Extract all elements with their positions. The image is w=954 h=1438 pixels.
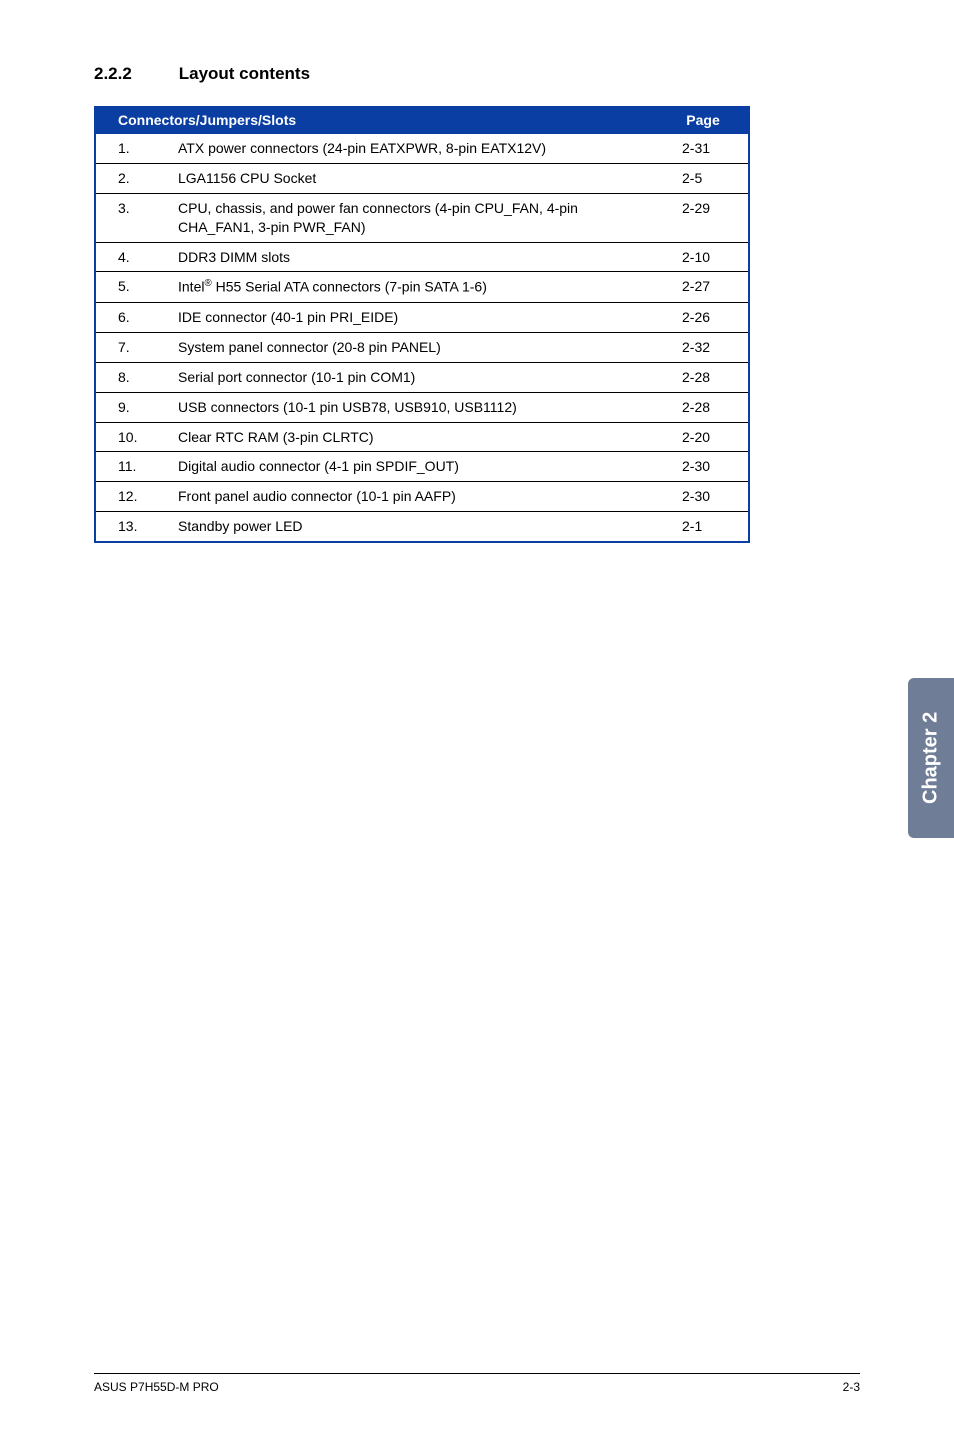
row-description: System panel connector (20-8 pin PANEL) [178,338,668,357]
row-page: 2-20 [668,428,738,447]
table-row: 6.IDE connector (40-1 pin PRI_EIDE)2-26 [96,303,748,333]
table-row: 10.Clear RTC RAM (3-pin CLRTC)2-20 [96,423,748,453]
section-number: 2.2.2 [94,64,174,84]
section-heading: 2.2.2 Layout contents [94,64,750,84]
row-page: 2-30 [668,487,738,506]
row-description: Front panel audio connector (10-1 pin AA… [178,487,668,506]
row-number: 8. [118,368,178,387]
table-row: 8.Serial port connector (10-1 pin COM1)2… [96,363,748,393]
table-row: 1.ATX power connectors (24-pin EATXPWR, … [96,134,748,164]
chapter-tab: Chapter 2 [908,678,954,838]
table-row: 2.LGA1156 CPU Socket2-5 [96,164,748,194]
row-description: ATX power connectors (24-pin EATXPWR, 8-… [178,139,668,158]
row-number: 10. [118,428,178,447]
row-number: 9. [118,398,178,417]
row-number: 12. [118,487,178,506]
section-title: Layout contents [179,64,310,83]
footer-product: ASUS P7H55D-M PRO [94,1380,219,1394]
row-page: 2-29 [668,199,738,218]
table-header: Connectors/Jumpers/Slots Page [96,106,748,134]
row-number: 6. [118,308,178,327]
row-description: Digital audio connector (4-1 pin SPDIF_O… [178,457,668,476]
row-description: Serial port connector (10-1 pin COM1) [178,368,668,387]
row-page: 2-1 [668,517,738,536]
row-description: CPU, chassis, and power fan connectors (… [178,199,668,237]
row-number: 2. [118,169,178,188]
table-row: 13.Standby power LED2-1 [96,512,748,541]
row-page: 2-31 [668,139,738,158]
layout-contents-table: Connectors/Jumpers/Slots Page 1.ATX powe… [94,106,750,543]
row-page: 2-32 [668,338,738,357]
page-footer: ASUS P7H55D-M PRO 2-3 [94,1373,860,1394]
row-page: 2-28 [668,368,738,387]
table-row: 7.System panel connector (20-8 pin PANEL… [96,333,748,363]
table-row: 11.Digital audio connector (4-1 pin SPDI… [96,452,748,482]
row-page: 2-30 [668,457,738,476]
row-description: Intel® H55 Serial ATA connectors (7-pin … [178,277,668,297]
row-page: 2-28 [668,398,738,417]
table-header-left: Connectors/Jumpers/Slots [118,112,668,128]
row-description: Clear RTC RAM (3-pin CLRTC) [178,428,668,447]
row-page: 2-27 [668,277,738,296]
table-header-right: Page [668,112,738,128]
row-number: 7. [118,338,178,357]
row-number: 5. [118,277,178,296]
table-row: 3.CPU, chassis, and power fan connectors… [96,194,748,243]
row-description: LGA1156 CPU Socket [178,169,668,188]
table-row: 9.USB connectors (10-1 pin USB78, USB910… [96,393,748,423]
row-number: 3. [118,199,178,218]
row-page: 2-10 [668,248,738,267]
row-page: 2-26 [668,308,738,327]
row-description: DDR3 DIMM slots [178,248,668,267]
table-row: 12.Front panel audio connector (10-1 pin… [96,482,748,512]
table-row: 5.Intel® H55 Serial ATA connectors (7-pi… [96,272,748,303]
row-description: USB connectors (10-1 pin USB78, USB910, … [178,398,668,417]
row-number: 11. [118,457,178,476]
row-description: IDE connector (40-1 pin PRI_EIDE) [178,308,668,327]
row-page: 2-5 [668,169,738,188]
row-number: 13. [118,517,178,536]
row-number: 1. [118,139,178,158]
row-number: 4. [118,248,178,267]
table-row: 4.DDR3 DIMM slots2-10 [96,243,748,273]
row-description: Standby power LED [178,517,668,536]
footer-page-number: 2-3 [843,1380,860,1394]
